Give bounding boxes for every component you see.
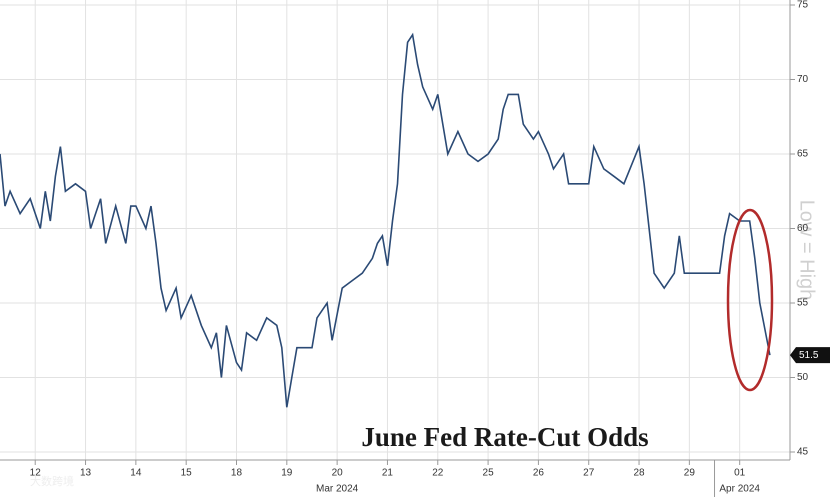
chart-title: June Fed Rate-Cut Odds — [361, 422, 648, 452]
y-tick-label: 65 — [797, 149, 809, 160]
x-tick-label: 29 — [684, 468, 696, 479]
x-tick-label: 27 — [583, 468, 595, 479]
y-tick-label: 75 — [797, 0, 809, 11]
x-tick-label: 18 — [231, 468, 243, 479]
x-tick-label: 25 — [483, 468, 495, 479]
x-tick-label: 01 — [734, 468, 746, 479]
month-label: Mar 2024 — [316, 484, 359, 495]
x-tick-label: 20 — [332, 468, 344, 479]
x-tick-label: 14 — [130, 468, 142, 479]
month-label: Apr 2024 — [719, 484, 760, 495]
x-tick-label: 26 — [533, 468, 545, 479]
x-tick-label: 15 — [181, 468, 193, 479]
y-tick-label: 60 — [797, 223, 809, 234]
series-line — [0, 32, 771, 408]
x-tick-label: 13 — [80, 468, 92, 479]
last-value-box — [790, 347, 830, 364]
last-value-label: 51.5 — [799, 350, 819, 361]
x-tick-label: 28 — [633, 468, 645, 479]
y-tick-label: 45 — [797, 447, 809, 458]
y-tick-label: 50 — [797, 372, 809, 383]
annotation: Low = High — [796, 200, 818, 301]
x-tick-label: 12 — [30, 468, 42, 479]
x-tick-label: 21 — [382, 468, 394, 479]
y-tick-label: 55 — [797, 298, 809, 309]
plot-area — [0, 0, 790, 460]
watermark: 大数跨境 — [30, 474, 74, 488]
x-tick-label: 22 — [432, 468, 444, 479]
y-tick-label: 70 — [797, 74, 809, 85]
x-tick-label: 19 — [281, 468, 293, 479]
highlight-ellipse — [726, 208, 774, 392]
